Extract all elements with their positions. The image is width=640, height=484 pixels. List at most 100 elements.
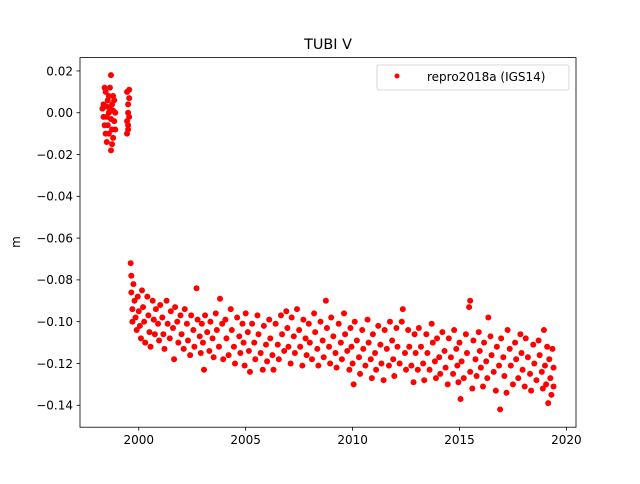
- data-point: [513, 356, 520, 363]
- data-point: [198, 320, 205, 327]
- data-point: [223, 335, 230, 342]
- data-point: [287, 360, 294, 367]
- data-point: [476, 347, 483, 354]
- data-point: [414, 366, 421, 373]
- plot-frame: [79, 57, 577, 428]
- data-point: [134, 293, 141, 300]
- data-point: [549, 345, 556, 352]
- chart-title: TUBI V: [303, 37, 352, 53]
- data-point: [487, 333, 494, 340]
- data-point: [528, 387, 535, 394]
- data-point: [319, 337, 326, 344]
- data-point: [497, 406, 504, 413]
- data-point: [110, 107, 117, 114]
- data-point: [387, 318, 393, 325]
- data-point: [257, 350, 264, 357]
- data-point: [473, 373, 480, 380]
- data-point: [237, 350, 244, 357]
- data-point: [431, 358, 438, 365]
- data-point: [548, 391, 555, 398]
- data-point: [451, 327, 458, 334]
- data-point: [432, 375, 439, 382]
- data-point: [170, 324, 176, 331]
- data-point: [396, 360, 403, 367]
- data-point: [109, 141, 116, 148]
- data-point: [311, 310, 318, 317]
- data-point: [550, 383, 557, 390]
- data-point: [484, 375, 491, 382]
- data-point: [542, 362, 548, 369]
- data-point: [291, 350, 298, 357]
- y-tick-label: −0.08: [36, 273, 73, 287]
- data-point: [506, 345, 513, 352]
- data-point: [458, 358, 465, 365]
- data-point: [442, 364, 449, 371]
- data-point: [444, 381, 451, 388]
- data-point: [131, 297, 138, 304]
- data-point: [199, 339, 206, 346]
- data-point: [538, 368, 545, 375]
- data-point: [191, 343, 198, 350]
- data-point: [103, 103, 110, 110]
- data-point: [517, 331, 524, 338]
- data-point: [124, 130, 131, 137]
- data-point: [539, 385, 546, 392]
- data-point: [485, 314, 492, 321]
- data-point: [175, 339, 182, 346]
- data-point: [164, 320, 171, 327]
- data-point: [136, 322, 143, 329]
- y-tick-label: −0.10: [36, 315, 73, 329]
- data-point: [254, 312, 261, 319]
- data-point: [152, 306, 159, 313]
- data-point: [174, 318, 181, 325]
- data-point: [108, 116, 114, 123]
- data-point: [241, 362, 248, 369]
- data-point: [128, 289, 135, 296]
- data-point: [206, 347, 213, 354]
- data-point: [281, 347, 288, 354]
- data-point: [236, 333, 243, 340]
- data-point: [466, 304, 473, 311]
- data-point: [373, 366, 380, 373]
- data-point: [332, 350, 339, 357]
- data-point: [171, 356, 178, 363]
- data-point: [284, 324, 291, 331]
- data-point: [439, 329, 446, 336]
- data-point: [399, 306, 406, 313]
- data-point: [333, 364, 340, 371]
- data-point: [183, 320, 190, 327]
- data-point: [305, 320, 312, 327]
- data-point: [410, 379, 417, 386]
- data-point: [125, 109, 132, 116]
- data-point: [111, 97, 118, 104]
- data-point: [372, 350, 379, 357]
- data-point: [543, 381, 550, 388]
- data-point: [364, 316, 371, 323]
- data-point: [227, 306, 234, 313]
- data-point: [428, 320, 435, 327]
- data-point: [436, 354, 443, 361]
- data-point: [252, 356, 259, 363]
- data-point: [498, 335, 505, 342]
- data-point: [314, 345, 321, 352]
- data-point: [349, 360, 356, 367]
- data-point: [434, 335, 441, 342]
- data-point: [455, 379, 462, 386]
- data-point: [367, 356, 374, 363]
- data-point: [190, 327, 197, 334]
- data-point: [424, 350, 431, 357]
- data-point: [450, 370, 457, 377]
- data-point: [390, 356, 397, 363]
- data-point: [105, 93, 112, 100]
- data-point: [149, 297, 156, 304]
- data-point: [270, 366, 277, 373]
- data-point: [104, 122, 111, 129]
- data-point: [267, 335, 274, 342]
- data-point: [493, 343, 500, 350]
- data-point: [328, 314, 335, 321]
- data-point: [135, 308, 142, 315]
- data-point: [515, 375, 522, 382]
- data-point: [344, 347, 351, 354]
- data-point: [335, 320, 342, 327]
